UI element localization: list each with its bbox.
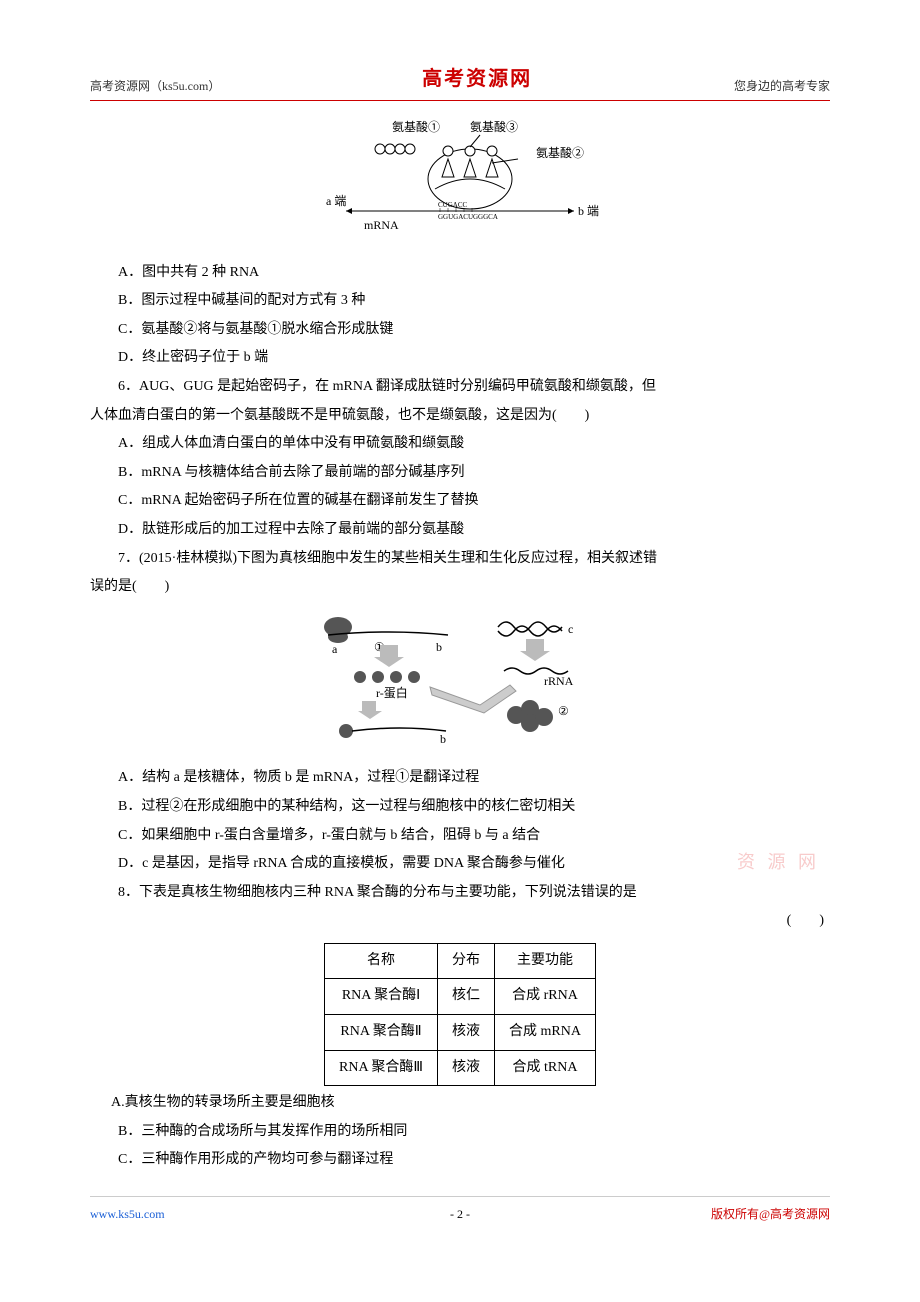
- diagram-processes: a ① b r-蛋白 b c rRNA ②: [90, 605, 830, 756]
- table-row: RNA 聚合酶Ⅲ 核液 合成 tRNA: [325, 1050, 596, 1086]
- header-center-logo: 高考资源网: [422, 60, 532, 98]
- q5-optC: C．氨基酸②将与氨基酸①脱水缩合形成肽键: [90, 317, 830, 344]
- label-mrna: mRNA: [364, 218, 399, 232]
- q5-optD: D．终止密码子位于 b 端: [90, 345, 830, 372]
- q7-optB: B．过程②在形成细胞中的某种结构，这一过程与细胞核中的核仁密切相关: [90, 794, 830, 821]
- table-row: RNA 聚合酶Ⅱ 核液 合成 mRNA: [325, 1015, 596, 1051]
- q8-optC: C．三种酶作用形成的产物均可参与翻译过程: [90, 1147, 830, 1174]
- diagram2-svg: a ① b r-蛋白 b c rRNA ②: [310, 605, 610, 745]
- th-location: 分布: [438, 943, 495, 979]
- label-aa3: 氨基酸③: [470, 119, 518, 134]
- d2-label-c: c: [568, 622, 573, 636]
- q8-optA: A.真核生物的转录场所主要是细胞核: [90, 1090, 830, 1117]
- cell: 合成 rRNA: [495, 979, 596, 1015]
- q6-optB: B．mRNA 与核糖体结合前去除了最前端的部分碱基序列: [90, 460, 830, 487]
- q6-optC: C．mRNA 起始密码子所在位置的碱基在翻译前发生了替换: [90, 488, 830, 515]
- q8-table: 名称 分布 主要功能 RNA 聚合酶Ⅰ 核仁 合成 rRNA RNA 聚合酶Ⅱ …: [324, 943, 596, 1086]
- th-name: 名称: [325, 943, 438, 979]
- seq-left: CUGACC: [438, 201, 468, 209]
- header-left: 高考资源网（ks5u.com）: [90, 75, 220, 98]
- q7-optD: D．c 是基因，是指导 rRNA 合成的直接模板，需要 DNA 聚合酶参与催化: [90, 851, 830, 878]
- page-header: 高考资源网（ks5u.com） 高考资源网 您身边的高考专家: [90, 60, 830, 101]
- cell: 合成 mRNA: [495, 1015, 596, 1051]
- d2-label-b2: b: [440, 732, 446, 745]
- d2-label-2: ②: [558, 704, 569, 718]
- cell: 核仁: [438, 979, 495, 1015]
- q7-optC: C．如果细胞中 r-蛋白含量增多，r-蛋白就与 b 结合，阻碍 b 与 a 结合: [90, 823, 830, 850]
- cell: RNA 聚合酶Ⅱ: [325, 1015, 438, 1051]
- q7-optA: A．结构 a 是核糖体，物质 b 是 mRNA，过程①是翻译过程: [90, 765, 830, 792]
- q6-optA: A．组成人体血清白蛋白的单体中没有甲硫氨酸和缬氨酸: [90, 431, 830, 458]
- cell: RNA 聚合酶Ⅲ: [325, 1050, 438, 1086]
- cell: 核液: [438, 1050, 495, 1086]
- cell: 合成 tRNA: [495, 1050, 596, 1086]
- label-aa2: 氨基酸②: [536, 145, 584, 160]
- cell: 核液: [438, 1015, 495, 1051]
- q7-stem2: 误的是( ): [90, 574, 830, 601]
- q8-optB: B．三种酶的合成场所与其发挥作用的场所相同: [90, 1119, 830, 1146]
- q6-stem1: 6．AUG、GUG 是起始密码子，在 mRNA 翻译成肽链时分别编码甲硫氨酸和缬…: [90, 374, 830, 401]
- q8-paren: ( ): [90, 908, 830, 935]
- diagram-translation: 氨基酸① 氨基酸③ 氨基酸② a 端 b 端 mRNA CUGACC GG: [90, 119, 830, 250]
- label-a-end: a 端: [326, 194, 346, 208]
- q5-optA: A．图中共有 2 种 RNA: [90, 260, 830, 287]
- q6-optD: D．肽链形成后的加工过程中去除了最前端的部分氨基酸: [90, 517, 830, 544]
- d2-label-a: a: [332, 642, 338, 656]
- d2-label-rprotein: r-蛋白: [376, 685, 408, 700]
- q7-optD-wrap: D．c 是基因，是指导 rRNA 合成的直接模板，需要 DNA 聚合酶参与催化 …: [90, 851, 830, 878]
- d2-label-rrna: rRNA: [544, 674, 574, 688]
- header-right: 您身边的高考专家: [734, 75, 830, 98]
- page-footer: www.ks5u.com - 2 - 版权所有@高考资源网: [90, 1196, 830, 1226]
- label-aa1: 氨基酸①: [392, 119, 440, 134]
- q7-stem1: 7．(2015·桂林模拟)下图为真核细胞中发生的某些相关生理和生化反应过程，相关…: [90, 546, 830, 573]
- seq-right: GGUGACUGGGCA: [438, 213, 498, 221]
- cell: RNA 聚合酶Ⅰ: [325, 979, 438, 1015]
- table-header-row: 名称 分布 主要功能: [325, 943, 596, 979]
- watermark-text: 资 源 网: [737, 845, 820, 879]
- d2-label-b: b: [436, 640, 442, 654]
- diagram1-svg: 氨基酸① 氨基酸③ 氨基酸② a 端 b 端 mRNA CUGACC GG: [320, 119, 600, 239]
- th-function: 主要功能: [495, 943, 596, 979]
- footer-page-number: - 2 -: [90, 1203, 830, 1226]
- q6-stem2: 人体血清白蛋白的第一个氨基酸既不是甲硫氨酸，也不是缬氨酸，这是因为( ): [90, 403, 830, 430]
- q8-stem: 8．下表是真核生物细胞核内三种 RNA 聚合酶的分布与主要功能，下列说法错误的是: [90, 880, 830, 907]
- label-b-end: b 端: [578, 204, 599, 218]
- q5-optB: B．图示过程中碱基间的配对方式有 3 种: [90, 288, 830, 315]
- table-row: RNA 聚合酶Ⅰ 核仁 合成 rRNA: [325, 979, 596, 1015]
